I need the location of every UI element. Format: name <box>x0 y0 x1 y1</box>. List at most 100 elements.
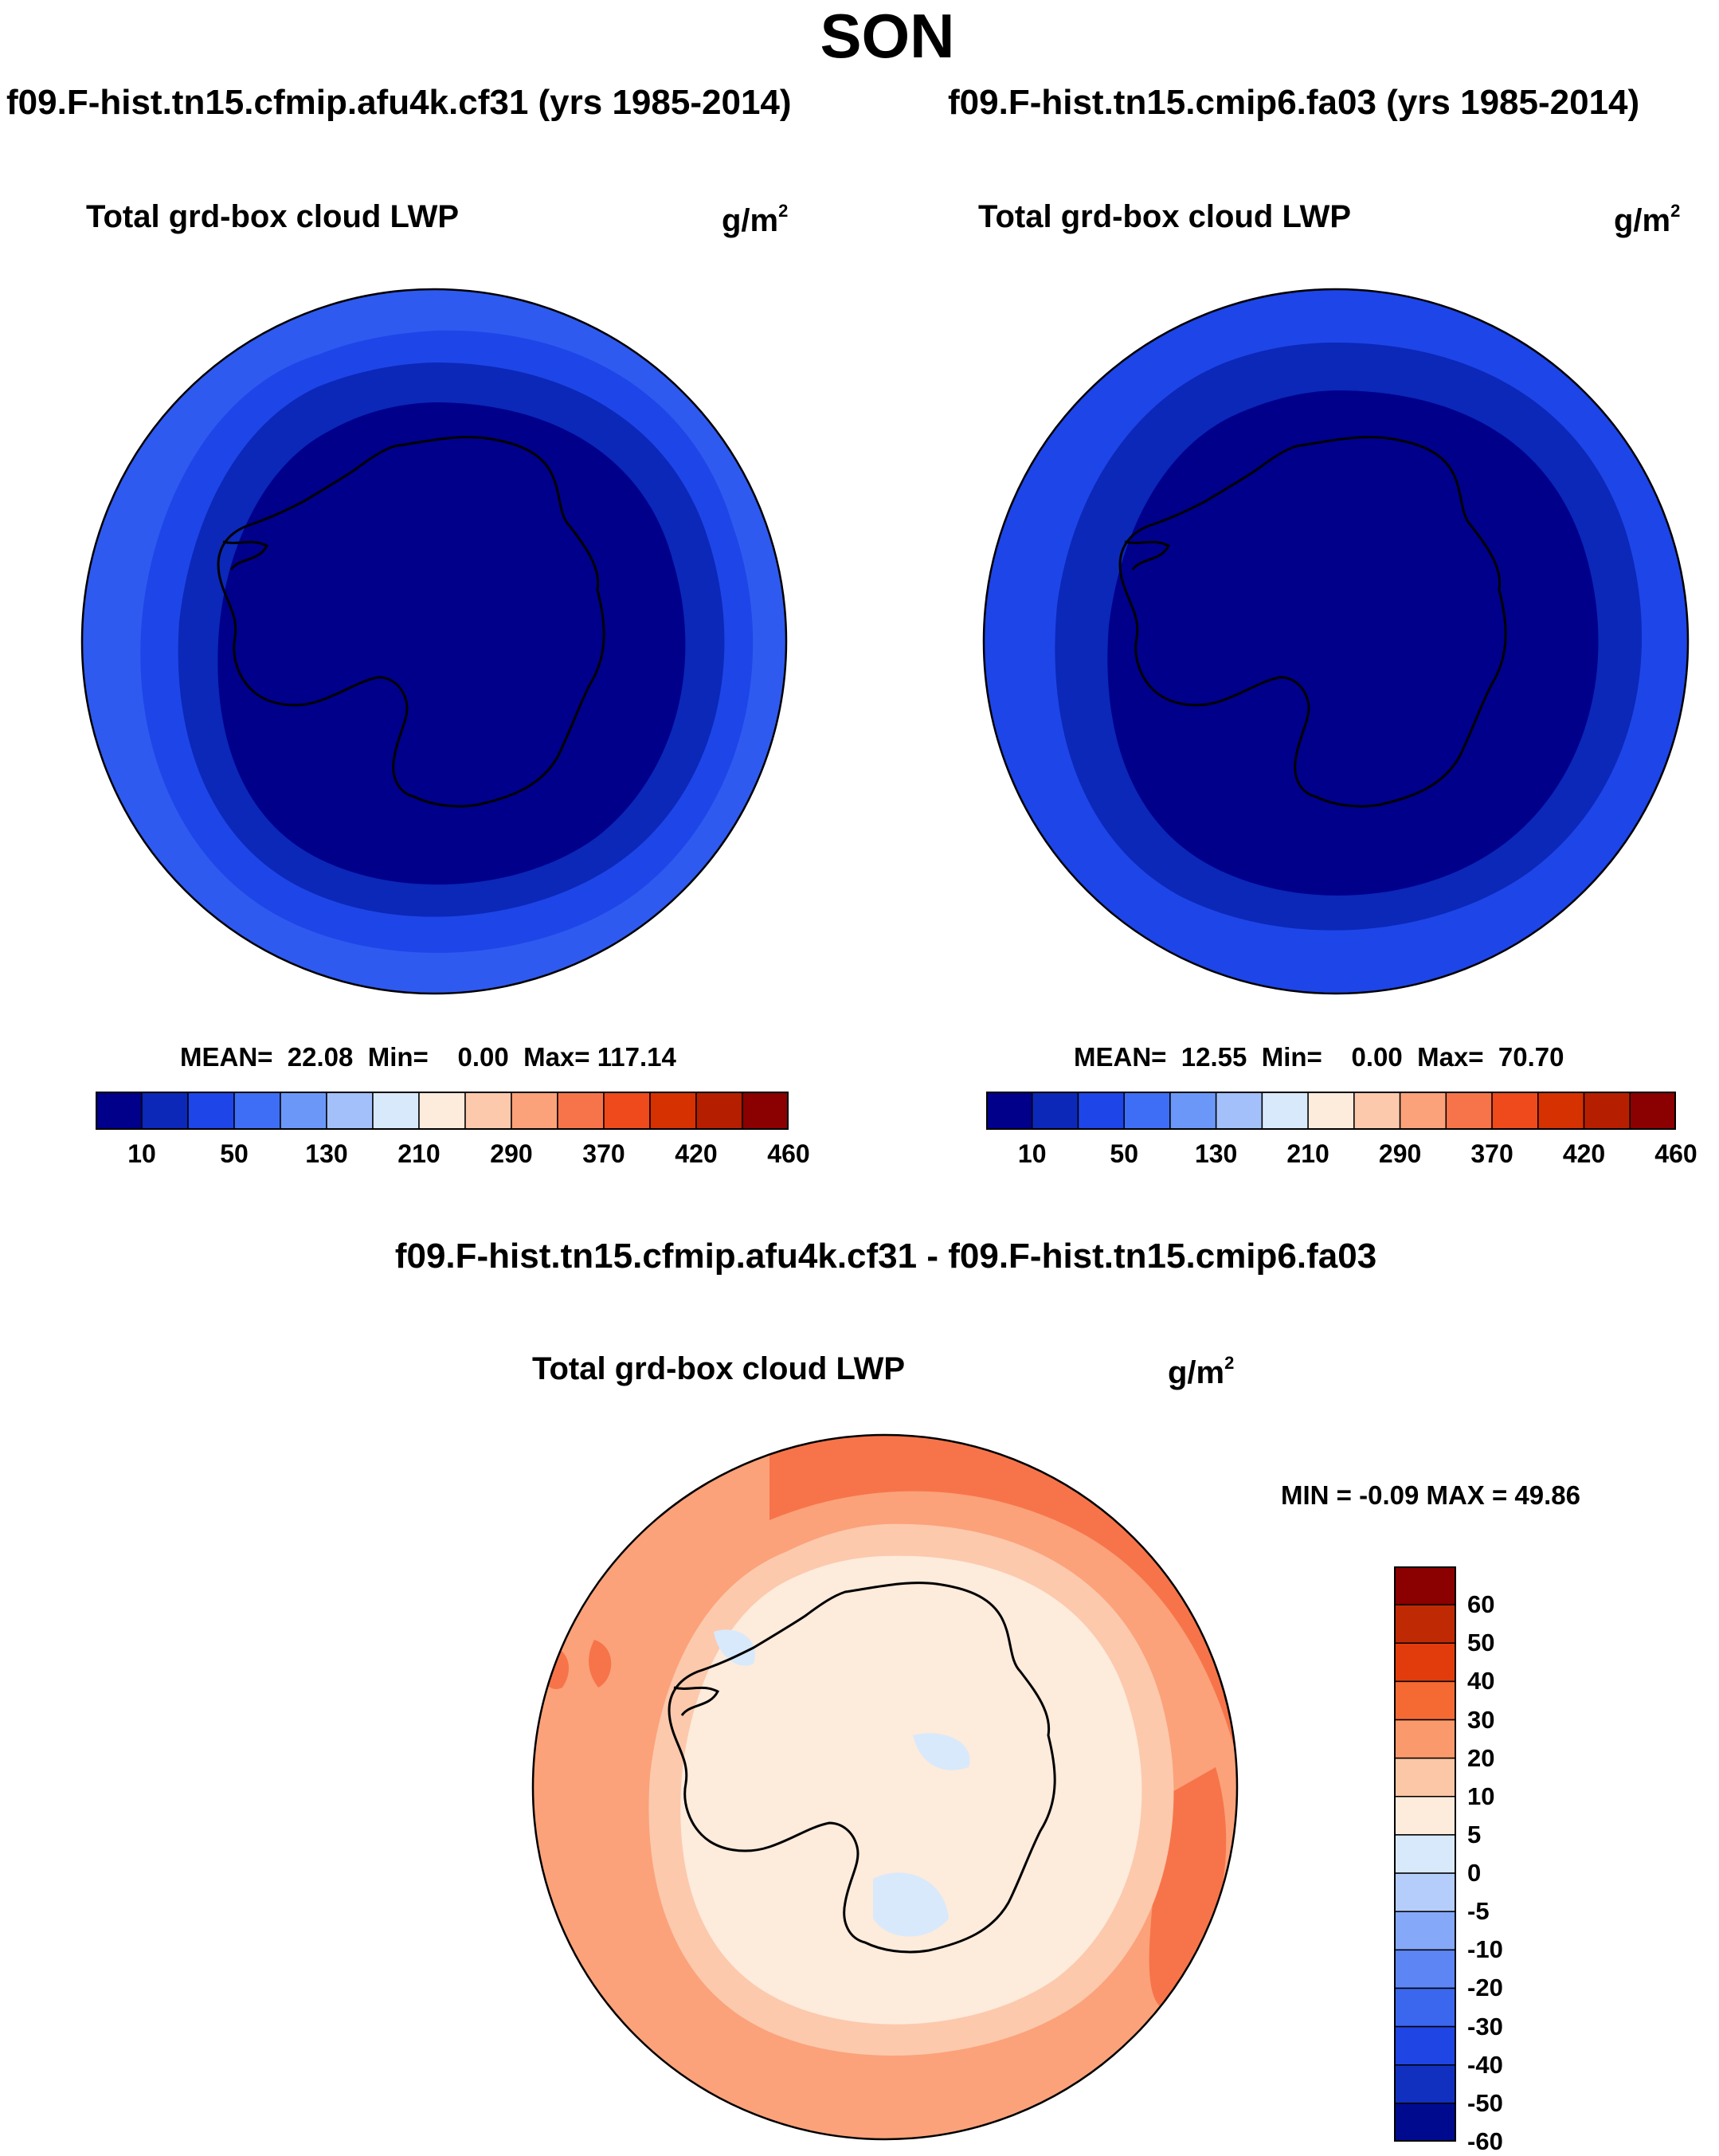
panel1-peninsula <box>222 540 269 570</box>
panel2-colorbar <box>986 1092 1676 1130</box>
diff-colorbar-swatch <box>1394 2103 1456 2142</box>
diff-colorbar-frame <box>1394 1566 1456 2142</box>
diff-negative-patch-2 <box>873 1872 949 1937</box>
colorbar-swatch <box>557 1092 605 1130</box>
diff-colorbar-swatch <box>1394 1987 1456 2028</box>
diff-minmax: MIN = -0.09 MAX = 49.86 <box>1281 1480 1581 1510</box>
colorbar-swatch <box>187 1092 235 1130</box>
colorbar-swatch <box>1169 1092 1217 1130</box>
diff-colorbar-swatch <box>1394 2064 1456 2104</box>
diff-colorbar-tick-label: 20 <box>1467 1743 1495 1772</box>
diff-colorbar-swatch <box>1394 1642 1456 1683</box>
colorbar-swatch <box>1261 1092 1309 1130</box>
colorbar-tick-label: 420 <box>1562 1139 1606 1168</box>
colorbar-swatch <box>1491 1092 1539 1130</box>
colorbar-swatch <box>1123 1092 1171 1130</box>
panel2-band-core <box>1107 390 1599 896</box>
colorbar-frame <box>986 1092 1676 1130</box>
panel1-map-border <box>80 288 788 995</box>
colorbar-swatch <box>742 1092 789 1130</box>
diff-negative-patch-3 <box>913 1733 970 1770</box>
panel2-map <box>982 288 1690 995</box>
diff-colorbar-tick-label: 0 <box>1467 1859 1482 1887</box>
colorbar-swatch <box>280 1092 327 1130</box>
colorbar-tick-label: 210 <box>397 1139 441 1168</box>
colorbar-swatch <box>464 1092 512 1130</box>
panel2-run-title: f09.F-hist.tn15.cmip6.fa03 (yrs 1985-201… <box>948 83 1640 122</box>
colorbar-tick-label: 460 <box>1654 1139 1697 1168</box>
colorbar-frame <box>96 1092 789 1130</box>
colorbar-swatch <box>96 1092 143 1130</box>
colorbar-swatch <box>1307 1092 1355 1130</box>
diff-colorbar-swatch <box>1394 1680 1456 1721</box>
diff-colorbar-tick-label: 10 <box>1467 1782 1495 1810</box>
diff-colorbar-tick-label: -20 <box>1467 1974 1503 2002</box>
colorbar-tick-label: 10 <box>1017 1139 1047 1168</box>
diff-colorbar <box>1394 1566 1456 2142</box>
colorbar-tick-label: 420 <box>675 1139 718 1168</box>
diff-colorbar-tick-label: 30 <box>1467 1705 1495 1734</box>
colorbar-tick-label: 460 <box>767 1139 810 1168</box>
panel2-peninsula <box>1124 540 1171 570</box>
panel1-map <box>80 288 788 995</box>
diff-colorbar-tick-label: -40 <box>1467 2050 1503 2079</box>
diff-antarctica-coastline <box>668 1582 1056 1954</box>
panel1-colorbar <box>96 1092 789 1130</box>
diff-colorbar-tick-label: 60 <box>1467 1590 1495 1619</box>
colorbar-tick-label: 370 <box>582 1139 625 1168</box>
diff-colorbar-tick-label: -60 <box>1467 2127 1503 2155</box>
panel2-variable-title: Total grd-box cloud LWP <box>978 199 1352 234</box>
colorbar-tick-label: 50 <box>1110 1139 1138 1168</box>
colorbar-swatch <box>1031 1092 1079 1130</box>
panel1-units: g/m2 <box>722 201 789 238</box>
panel1-run-title: f09.F-hist.tn15.cfmip.afu4k.cf31 (yrs 19… <box>6 83 792 122</box>
colorbar-swatch <box>1537 1092 1585 1130</box>
colorbar-tick-label: 210 <box>1286 1139 1329 1168</box>
colorbar-swatch <box>511 1092 558 1130</box>
diff-colorbar-tick-label: -30 <box>1467 2012 1503 2040</box>
panel2-patch <box>984 414 1013 526</box>
diff-colorbar-tick-label: -50 <box>1467 2088 1503 2117</box>
colorbar-tick-label: 10 <box>127 1139 156 1168</box>
colorbar-tick-label: 290 <box>490 1139 533 1168</box>
diff-colorbar-tick-label: 50 <box>1467 1629 1495 1657</box>
colorbar-swatch <box>1077 1092 1125 1130</box>
colorbar-swatch <box>1629 1092 1676 1130</box>
colorbar-swatch <box>1399 1092 1447 1130</box>
season-title: SON <box>820 1 955 71</box>
diff-negative-patch-1 <box>714 1629 755 1666</box>
diff-units: g/m2 <box>1168 1353 1235 1390</box>
colorbar-tick-label: 370 <box>1470 1139 1513 1168</box>
colorbar-swatch <box>1445 1092 1493 1130</box>
diff-peninsula <box>673 1686 720 1716</box>
colorbar-swatch <box>418 1092 466 1130</box>
diff-title: f09.F-hist.tn15.cfmip.afu4k.cf31 - f09.F… <box>394 1237 1377 1276</box>
diff-colorbar-swatch <box>1394 1796 1456 1836</box>
diff-colorbar-swatch <box>1394 1872 1456 1912</box>
colorbar-swatch <box>141 1092 189 1130</box>
diff-colorbar-swatch <box>1394 1757 1456 1797</box>
colorbar-swatch <box>649 1092 697 1130</box>
panel2-stats: MEAN= 12.55 Min= 0.00 Max= 70.70 <box>1074 1042 1564 1072</box>
diff-colorbar-tick-label: -10 <box>1467 1935 1503 1964</box>
diff-colorbar-swatch <box>1394 2025 1456 2066</box>
colorbar-tick-label: 50 <box>220 1139 249 1168</box>
panel2-units: g/m2 <box>1614 201 1681 238</box>
panel1-stats: MEAN= 22.08 Min= 0.00 Max= 117.14 <box>180 1042 676 1072</box>
colorbar-swatch <box>326 1092 374 1130</box>
panel2-antarctica-coastline <box>1118 436 1507 808</box>
diff-colorbar-swatch <box>1394 1719 1456 1759</box>
diff-colorbar-swatch <box>1394 1604 1456 1644</box>
panel2-map-border <box>982 288 1690 995</box>
diff-map <box>531 1433 1239 2141</box>
colorbar-tick-label: 130 <box>305 1139 348 1168</box>
diff-variable-title: Total grd-box cloud LWP <box>532 1351 906 1386</box>
panel1-antarctica-coastline <box>217 436 605 808</box>
diff-patch-west-2 <box>589 1640 612 1688</box>
panel1-variable-title: Total grd-box cloud LWP <box>86 199 460 234</box>
diff-colorbar-swatch <box>1394 1834 1456 1874</box>
colorbar-swatch <box>695 1092 743 1130</box>
diff-colorbar-swatch <box>1394 1911 1456 1951</box>
diff-colorbar-swatch <box>1394 1566 1456 1605</box>
diff-colorbar-tick-label: 40 <box>1467 1667 1495 1695</box>
